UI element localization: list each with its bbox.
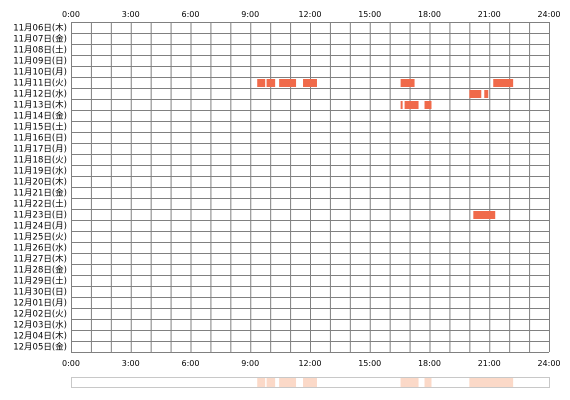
- summary-bar: [257, 378, 266, 387]
- row-label: 11月26日(水): [13, 243, 67, 254]
- row-label: 11月16日(日): [13, 134, 67, 144]
- row-label: 11月21日(金): [13, 188, 67, 199]
- row-label: 11月10日(月): [13, 68, 67, 78]
- x-tick-label-bottom: 18:00: [418, 359, 441, 368]
- chart-grid: [71, 22, 550, 353]
- row-label: 11月29日(土): [13, 276, 67, 287]
- row-label: 11月30日(日): [13, 288, 67, 298]
- row-label: 12月05日(金): [13, 342, 67, 353]
- row-label: 11月22日(土): [13, 199, 67, 210]
- x-tick-label-top: 21:00: [478, 10, 501, 19]
- x-tick-label-bottom: 24:00: [537, 359, 560, 368]
- row-label: 11月27日(木): [13, 254, 67, 265]
- row-label: 11月25日(火): [13, 233, 67, 243]
- activity-bar: [400, 79, 415, 87]
- row-label: 11月23日(日): [13, 211, 67, 221]
- x-axis-top: 0:00 3:00 6:00 9:00 12:00 15:00 18:00 21:00 24:0…: [62, 10, 561, 19]
- summary-bar: [303, 378, 317, 387]
- activity-bar: [424, 101, 432, 109]
- x-tick-label-top: 12:00: [298, 10, 321, 19]
- row-label: 11月17日(月): [13, 145, 67, 155]
- activity-bar: [400, 101, 403, 109]
- activity-bar: [473, 211, 496, 219]
- activity-bar: [484, 90, 489, 98]
- row-label: 11月20日(木): [13, 177, 67, 188]
- activity-bar: [279, 79, 297, 87]
- row-label: 11月14日(金): [13, 111, 67, 122]
- x-tick-label-bottom: 15:00: [358, 359, 381, 368]
- summary-bar: [266, 378, 276, 387]
- row-label: 12月01日(月): [13, 299, 67, 309]
- x-tick-label-top: 6:00: [182, 10, 200, 19]
- x-tick-label-bottom: 6:00: [182, 359, 200, 368]
- row-label: 11月18日(火): [13, 156, 67, 166]
- activity-bar: [266, 79, 276, 87]
- activity-bars: [257, 79, 514, 219]
- summary-bar: [493, 378, 514, 387]
- row-label: 11月08日(土): [13, 45, 67, 56]
- x-tick-label-top: 0:00: [62, 10, 80, 19]
- summary-bar: [473, 378, 496, 387]
- row-label: 11月28日(金): [13, 265, 67, 276]
- row-label: 11月15日(土): [13, 122, 67, 133]
- activity-bar: [303, 79, 317, 87]
- x-tick-label-top: 15:00: [358, 10, 381, 19]
- summary-bar: [400, 378, 403, 387]
- row-label: 11月09日(日): [13, 57, 67, 67]
- row-label: 12月03日(水): [13, 320, 67, 331]
- activity-bar: [257, 79, 266, 87]
- activity-bar: [404, 101, 419, 109]
- summary-bar: [424, 378, 432, 387]
- x-tick-label-bottom: 12:00: [298, 359, 321, 368]
- row-label: 11月06日(木): [13, 23, 67, 34]
- x-tick-label-bottom: 0:00: [62, 359, 80, 368]
- summary-bar: [404, 378, 419, 387]
- row-label: 12月02日(火): [13, 310, 67, 320]
- row-label: 11月13日(木): [13, 100, 67, 111]
- x-tick-label-top: 24:00: [537, 10, 560, 19]
- activity-bar: [493, 79, 514, 87]
- activity-bar: [469, 90, 482, 98]
- row-label: 12月04日(木): [13, 331, 67, 342]
- x-tick-label-top: 9:00: [241, 10, 259, 19]
- row-label: 11月11日(火): [13, 79, 67, 89]
- summary-strip: [71, 377, 550, 388]
- x-tick-label-bottom: 9:00: [241, 359, 259, 368]
- x-tick-label-bottom: 3:00: [122, 359, 140, 368]
- summary-bar: [279, 378, 297, 387]
- x-axis-bottom: 0:00 3:00 6:00 9:00 12:00 15:00 18:00 21:00 24:0…: [62, 359, 561, 368]
- row-label: 11月19日(水): [13, 166, 67, 177]
- x-tick-label-top: 18:00: [418, 10, 441, 19]
- row-labels: 11月06日(木)11月07日(金)11月08日(土)11月09日(日)11月1…: [13, 23, 67, 353]
- row-label: 11月07日(金): [13, 34, 67, 45]
- x-tick-label-top: 3:00: [122, 10, 140, 19]
- row-label: 11月12日(水): [13, 89, 67, 100]
- row-label: 11月24日(月): [13, 222, 67, 232]
- x-tick-label-bottom: 21:00: [478, 359, 501, 368]
